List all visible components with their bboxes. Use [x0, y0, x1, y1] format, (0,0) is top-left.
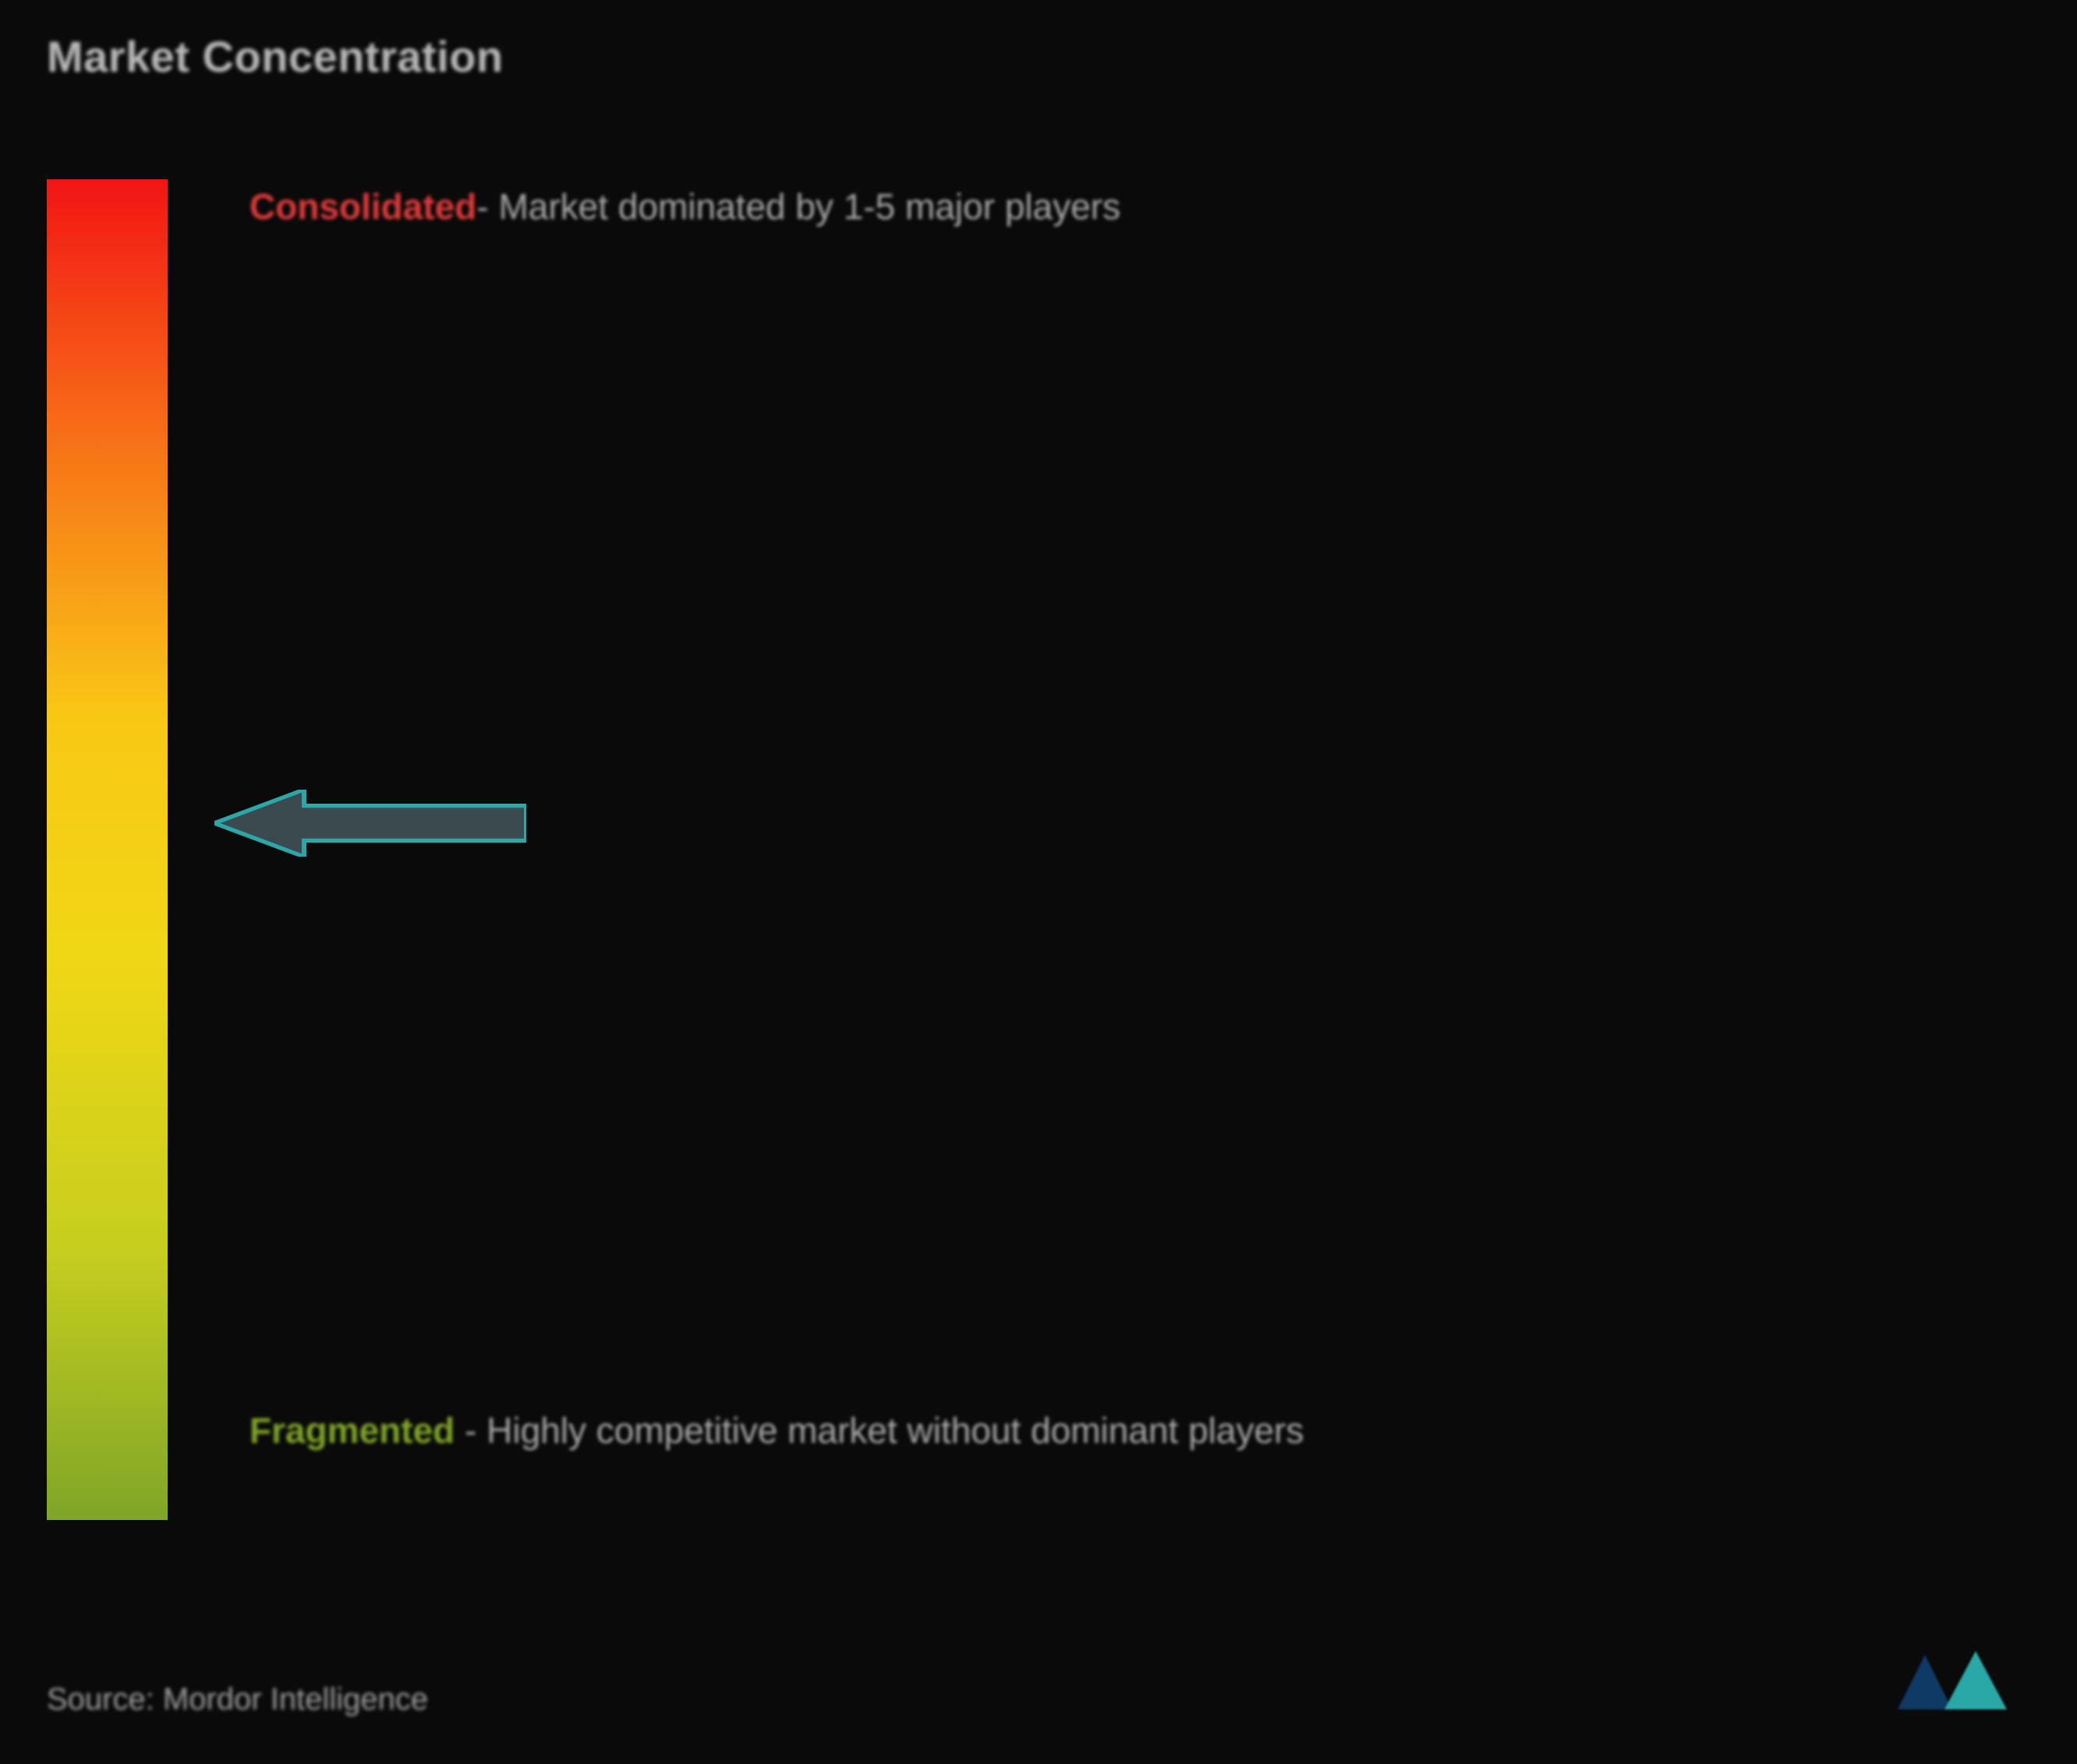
fragmented-label: Fragmented - Highly competitive market w… — [249, 1403, 2015, 1458]
consolidated-desc: - Market dominated by 1-5 major players — [476, 186, 1120, 227]
page-title: Market Concentration — [47, 31, 504, 82]
source-prefix: Source: — [47, 1682, 154, 1716]
consolidated-label: Consolidated- Market dominated by 1-5 ma… — [249, 179, 2015, 235]
consolidated-tag: Consolidated — [249, 186, 476, 227]
fragmented-tag: Fragmented — [249, 1410, 455, 1451]
source-attribution: Source: Mordor Intelligence — [47, 1682, 428, 1717]
concentration-gradient-bar — [47, 179, 168, 1520]
source-name: Mordor Intelligence — [163, 1682, 428, 1716]
market-concentration-infographic: Market Concentration Consolidated- Marke… — [0, 0, 2077, 1764]
mordor-logo-icon — [1890, 1647, 2015, 1717]
indicator-arrow — [214, 790, 526, 857]
fragmented-desc: - Highly competitive market without domi… — [455, 1410, 1304, 1451]
